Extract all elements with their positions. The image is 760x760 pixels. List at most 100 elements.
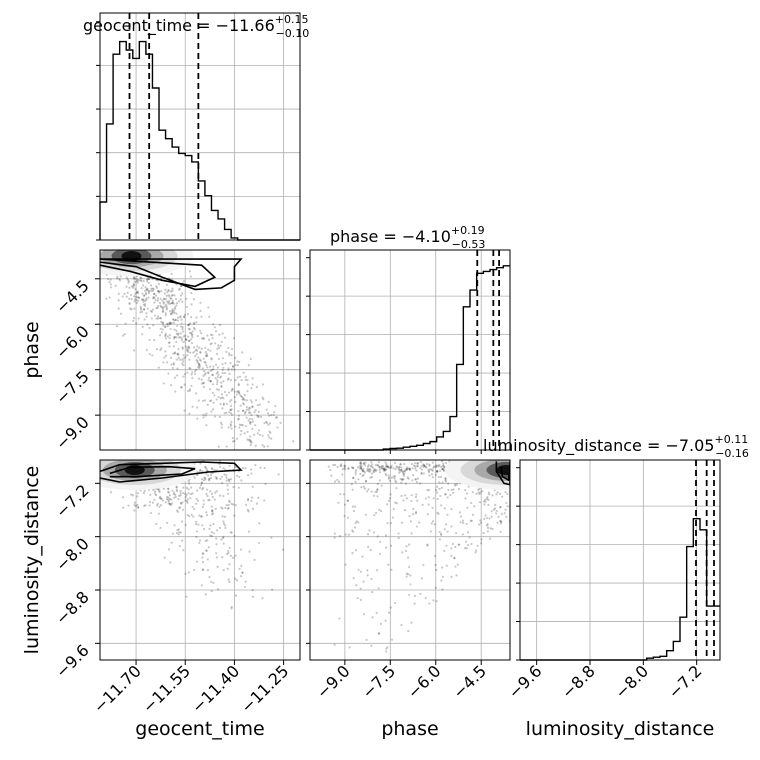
scatter-point [414,496,418,499]
scatter-point [196,499,200,502]
scatter-point [359,472,362,475]
scatter-point [266,412,270,415]
scatter-point [240,564,243,567]
scatter-point [354,521,357,525]
scatter-point [170,541,173,544]
scatter-point [213,498,216,501]
scatter-point [206,334,209,337]
scatter-point [343,467,347,471]
scatter-point [359,461,362,465]
scatter-point [244,580,247,583]
scatter-point [435,491,439,494]
scatter-point [227,369,230,372]
scatter-point [198,541,201,545]
scatter-point [378,465,381,469]
scatter-point [386,465,390,469]
scatter-point [484,498,487,501]
scatter-point [167,294,170,297]
scatter-point [221,368,224,372]
scatter-point [274,416,278,419]
scatter-point [176,374,179,377]
scatter-point [241,424,244,427]
scatter-point [378,632,381,635]
scatter-point [147,278,150,281]
scatter-point [184,499,187,502]
scatter-point [140,286,143,290]
scatter-point [169,561,172,564]
scatter-point [185,339,188,342]
scatter-point [234,379,237,382]
scatter-point [227,578,230,581]
scatter-point [485,524,489,527]
scatter-point [370,465,373,468]
scatter-point [178,544,182,548]
scatter-point [117,307,120,310]
scatter-point [250,472,253,475]
scatter-point [432,497,435,500]
scatter-point [175,485,178,488]
scatter-point [477,488,480,491]
scatter-point [180,322,183,325]
scatter-point [217,357,221,361]
scatter-point [146,278,149,281]
scatter-point [135,301,138,304]
scatter-point [436,485,439,488]
scatter-point [238,393,241,396]
scatter-point [216,375,219,379]
scatter-point [115,324,119,328]
scatter-point [175,488,178,491]
scatter-point [215,490,218,493]
scatter-point [408,467,411,470]
scatter-point [486,497,489,500]
scatter-point [207,478,211,481]
scatter-point [148,338,151,341]
scatter-point [369,468,372,472]
scatter-point [164,350,167,353]
scatter-point [454,484,457,487]
scatter-point [439,465,443,468]
scatter-point [479,491,482,494]
scatter-point [142,300,145,303]
scatter-point [210,534,213,538]
scatter-point [397,468,400,471]
scatter-point [219,397,222,400]
scatter-point [403,469,406,472]
scatter-point [159,526,162,530]
scatter-point [389,497,392,500]
scatter-point [227,549,230,553]
scatter-point [441,467,445,470]
scatter-point [347,533,350,536]
scatter-point [254,409,257,412]
scatter-point [144,291,148,295]
scatter-point [434,465,437,469]
scatter-point [173,311,176,315]
scatter-point [408,467,411,470]
scatter-point [369,548,372,552]
scatter-point [164,332,167,335]
scatter-point [149,493,152,496]
scatter-point [204,466,207,469]
scatter-point [236,363,239,367]
scatter-point [139,279,142,282]
scatter-point [209,534,212,537]
scatter-point [216,588,219,591]
scatter-point [436,511,439,514]
scatter-point [128,286,131,289]
scatter-point [400,481,403,484]
scatter-point [147,290,151,293]
scatter-point [179,315,182,318]
scatter-point [231,365,235,368]
scatter-point [228,499,231,502]
scatter-point [137,317,140,320]
scatter-point [455,531,458,535]
scatter-point [200,478,204,481]
scatter-point [228,546,231,550]
scatter-point [168,502,171,505]
scatter-point [168,497,171,501]
scatter-point [258,522,261,525]
scatter-point [209,380,212,383]
scatter-point [401,470,404,473]
scatter-point [196,360,199,363]
scatter-point [219,402,222,406]
scatter-point [225,504,228,507]
